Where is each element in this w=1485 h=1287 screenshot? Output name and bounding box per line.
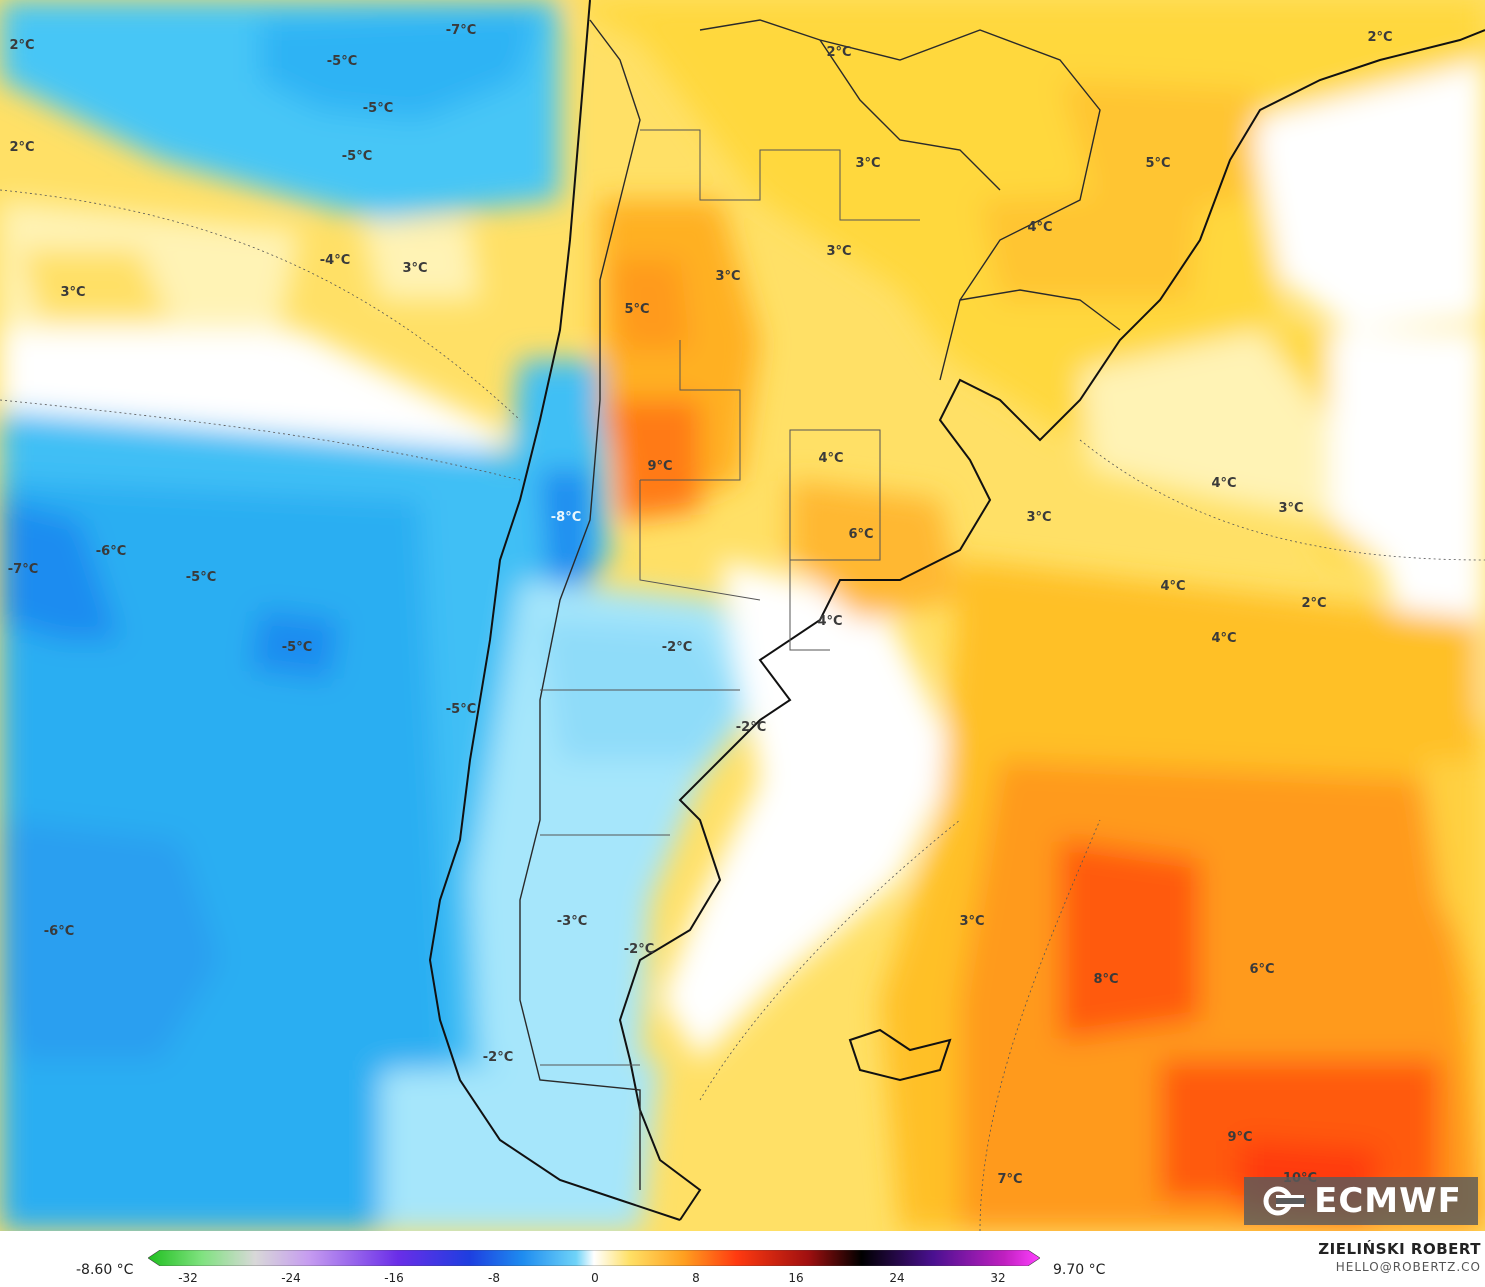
temp-label: -5°C [342,149,372,164]
temp-label: -5°C [186,570,216,585]
temp-label: 3°C [855,156,880,171]
temp-label: 3°C [1026,510,1051,525]
legend-tick: 8 [692,1271,700,1285]
temp-label: -6°C [96,544,126,559]
temp-label: 5°C [1145,156,1170,171]
temp-label: 4°C [1211,476,1236,491]
temp-label: 4°C [818,451,843,466]
temp-label: -7°C [8,562,38,577]
temp-label: 3°C [715,269,740,284]
province-borders [540,129,920,1066]
temp-label: 3°C [60,285,85,300]
temp-label: 4°C [1160,579,1185,594]
legend-tick: -24 [281,1271,301,1285]
author-name: ZIELIŃSKI ROBERT [1318,1240,1481,1258]
temp-label: 6°C [848,527,873,542]
ecmwf-logo-text: ECMWF [1314,1181,1462,1221]
legend-tick: 16 [788,1271,804,1285]
contour-lines [0,189,1485,1231]
temp-label: 9°C [647,459,672,474]
temp-label: -4°C [320,253,350,268]
legend-tick: -16 [384,1271,404,1285]
temperature-map: 2°C 2°C -7°C -5°C -5°C -5°C 3°C -4°C 3°C… [0,0,1485,1231]
temp-label: 4°C [1027,220,1052,235]
legend-tick: 0 [591,1271,599,1285]
temp-label: -5°C [327,54,357,69]
legend-min-label: -8.60 °C [76,1262,134,1278]
temp-label: 2°C [9,38,34,53]
color-scale-bar [148,1250,1040,1266]
temp-label: 4°C [817,614,842,629]
temperature-labels: 2°C 2°C -7°C -5°C -5°C -5°C 3°C -4°C 3°C… [8,23,1393,1187]
legend-max-label: 9.70 °C [1053,1262,1106,1278]
legend-tick: -32 [178,1271,198,1285]
legend-tick: 32 [990,1271,1006,1285]
author-credit: ZIELIŃSKI ROBERT HELLO@ROBERTZ.CO [1318,1240,1481,1274]
temp-label: -5°C [446,702,476,717]
temp-label: 3°C [826,244,851,259]
temp-label: 9°C [1227,1130,1252,1145]
coastlines [428,0,1485,1221]
temp-label: -2°C [736,720,766,735]
temp-label: 3°C [1278,501,1303,516]
legend-tick: -8 [488,1271,500,1285]
temp-label: 3°C [959,914,984,929]
temp-label: 2°C [1367,30,1392,45]
temp-label: 3°C [402,261,427,276]
temp-label: 2°C [826,45,851,60]
temperature-field [0,0,1485,1231]
temp-label: 8°C [1093,972,1118,987]
legend-tick: 24 [889,1271,905,1285]
temp-label: -8°C [551,510,581,525]
ecmwf-logo-icon [1263,1186,1307,1216]
temp-label: -2°C [624,942,654,957]
ecmwf-logo: ECMWF [1244,1177,1478,1225]
temp-label: -7°C [446,23,476,38]
temp-label: -2°C [483,1050,513,1065]
temp-label: -6°C [44,924,74,939]
temp-label: -5°C [282,640,312,655]
temp-label: -2°C [662,640,692,655]
temp-label: 2°C [9,140,34,155]
temp-label: 6°C [1249,962,1274,977]
temp-label: 4°C [1211,631,1236,646]
temp-label: -3°C [557,914,587,929]
temp-label: 7°C [997,1172,1022,1187]
country-borders [519,19,1121,1190]
author-email: HELLO@ROBERTZ.CO [1335,1260,1481,1274]
temp-label: 5°C [624,302,649,317]
temp-label: 2°C [1301,596,1326,611]
temp-label: -5°C [363,101,393,116]
